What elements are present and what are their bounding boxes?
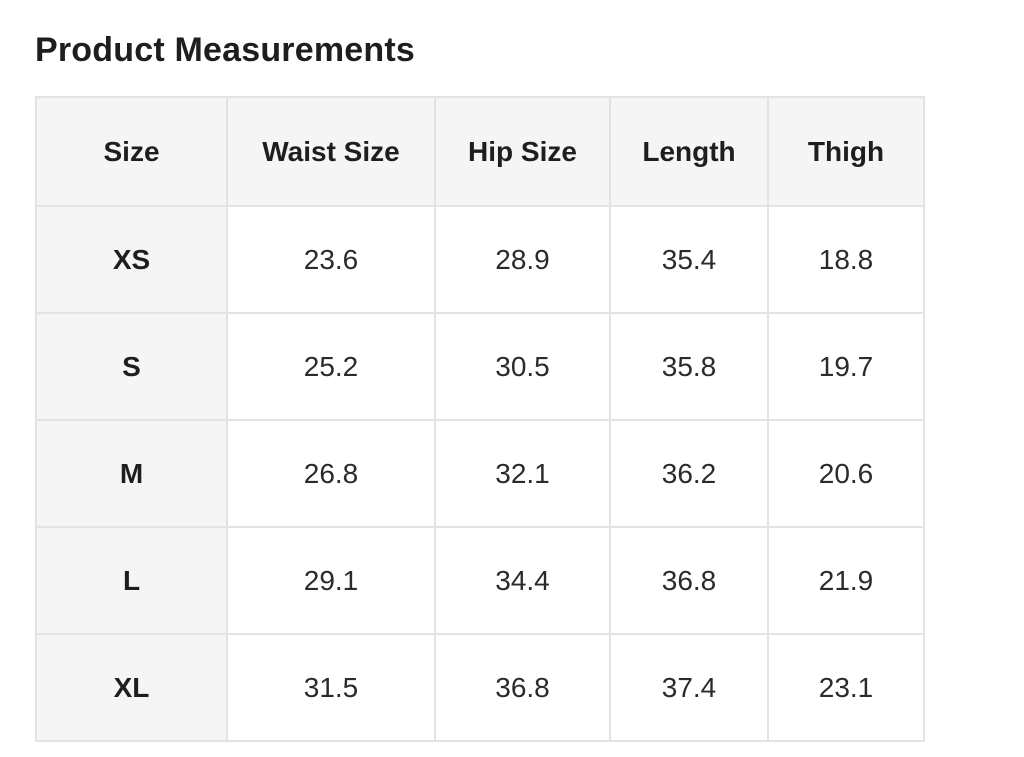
length-value-cell: 35.4: [609, 205, 769, 314]
hip-value-cell: 34.4: [434, 526, 611, 635]
size-cell: M: [35, 419, 228, 528]
length-value-cell: 36.8: [609, 526, 769, 635]
waist-value-cell: 26.8: [226, 419, 436, 528]
thigh-value-cell: 21.9: [767, 526, 925, 635]
waist-value-cell: 31.5: [226, 633, 436, 742]
measurements-table: Size Waist Size Hip Size Length Thigh XS…: [35, 96, 925, 742]
table-row-l: L 29.1 34.4 36.8 21.9: [35, 526, 925, 635]
size-cell: L: [35, 526, 228, 635]
column-header-hip: Hip Size: [434, 96, 611, 207]
hip-value-cell: 30.5: [434, 312, 611, 421]
table-row-s: S 25.2 30.5 35.8 19.7: [35, 312, 925, 421]
hip-value-cell: 28.9: [434, 205, 611, 314]
length-value-cell: 36.2: [609, 419, 769, 528]
thigh-value-cell: 18.8: [767, 205, 925, 314]
size-cell: S: [35, 312, 228, 421]
page-title: Product Measurements: [35, 31, 415, 69]
column-header-length: Length: [609, 96, 769, 207]
thigh-value-cell: 19.7: [767, 312, 925, 421]
table-row-xl: XL 31.5 36.8 37.4 23.1: [35, 633, 925, 742]
size-cell: XL: [35, 633, 228, 742]
waist-value-cell: 25.2: [226, 312, 436, 421]
length-value-cell: 37.4: [609, 633, 769, 742]
column-header-thigh: Thigh: [767, 96, 925, 207]
column-header-waist: Waist Size: [226, 96, 436, 207]
thigh-value-cell: 20.6: [767, 419, 925, 528]
thigh-value-cell: 23.1: [767, 633, 925, 742]
table-row-m: M 26.8 32.1 36.2 20.6: [35, 419, 925, 528]
waist-value-cell: 23.6: [226, 205, 436, 314]
hip-value-cell: 32.1: [434, 419, 611, 528]
length-value-cell: 35.8: [609, 312, 769, 421]
table-header-row: Size Waist Size Hip Size Length Thigh: [35, 96, 925, 207]
size-cell: XS: [35, 205, 228, 314]
hip-value-cell: 36.8: [434, 633, 611, 742]
waist-value-cell: 29.1: [226, 526, 436, 635]
table-row-xs: XS 23.6 28.9 35.4 18.8: [35, 205, 925, 314]
column-header-size: Size: [35, 96, 228, 207]
